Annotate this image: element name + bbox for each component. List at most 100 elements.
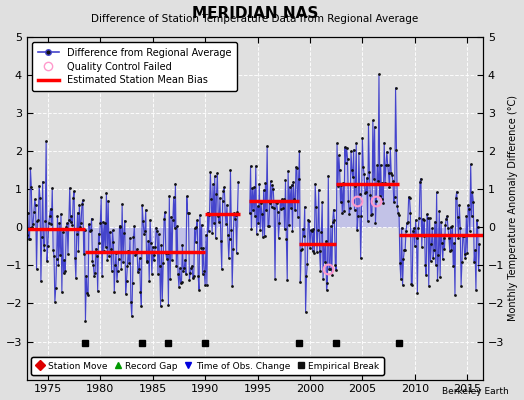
Point <box>174 284 183 290</box>
Point <box>424 282 433 289</box>
Point <box>62 224 70 230</box>
Point <box>373 162 381 168</box>
Point <box>156 262 164 269</box>
Point <box>55 220 63 226</box>
Point <box>337 182 346 188</box>
Point <box>86 226 95 233</box>
Point <box>277 206 285 212</box>
Point <box>333 140 341 146</box>
Point <box>370 124 379 130</box>
Point <box>70 188 78 194</box>
Point <box>422 272 430 278</box>
Point <box>412 235 421 241</box>
Point <box>406 195 414 201</box>
Point <box>306 244 314 251</box>
Point <box>180 265 188 272</box>
Point <box>424 214 432 221</box>
Point <box>206 169 214 176</box>
Point <box>414 225 422 231</box>
Point <box>66 185 74 191</box>
Point <box>409 228 417 234</box>
Point <box>456 224 464 231</box>
Point <box>267 204 276 210</box>
Point <box>100 248 108 254</box>
Point <box>427 258 435 264</box>
Point <box>133 246 141 252</box>
Point <box>144 238 152 244</box>
Point <box>340 208 348 214</box>
Point <box>299 226 307 232</box>
Point <box>216 194 224 201</box>
Point <box>88 258 96 264</box>
Point <box>75 202 83 208</box>
Point <box>281 177 290 183</box>
Point <box>398 224 406 231</box>
Point <box>169 194 178 200</box>
Point <box>465 205 473 212</box>
Point <box>106 229 114 236</box>
Point <box>140 227 149 234</box>
Point <box>208 230 216 236</box>
Point <box>286 184 294 190</box>
Point <box>81 318 90 324</box>
Point <box>307 227 315 233</box>
Point <box>314 186 323 193</box>
Point <box>432 262 440 268</box>
Point <box>168 257 176 263</box>
Point <box>211 173 219 179</box>
Point <box>473 217 481 223</box>
Point <box>207 196 215 203</box>
Point <box>356 255 365 262</box>
Point <box>38 178 47 185</box>
Point <box>132 250 140 256</box>
Point <box>213 170 222 176</box>
Point <box>394 209 402 216</box>
Point <box>387 170 396 176</box>
Point <box>253 203 261 209</box>
Point <box>452 194 460 201</box>
Point <box>184 210 193 216</box>
Point <box>260 233 269 239</box>
Point <box>433 277 442 284</box>
Point <box>111 262 119 268</box>
Point <box>176 265 184 272</box>
Point <box>355 150 363 156</box>
Point <box>130 223 138 230</box>
Point <box>151 244 159 250</box>
Legend: Station Move, Record Gap, Time of Obs. Change, Empirical Break: Station Move, Record Gap, Time of Obs. C… <box>31 357 384 375</box>
Point <box>419 233 428 239</box>
Point <box>280 226 289 232</box>
Point <box>95 239 104 246</box>
Point <box>293 214 302 220</box>
Point <box>470 258 478 265</box>
Point <box>181 257 189 263</box>
Point <box>51 299 59 305</box>
Point <box>193 217 201 224</box>
Point <box>253 231 261 238</box>
Point <box>43 258 51 264</box>
Point <box>395 212 403 218</box>
Point <box>28 223 36 230</box>
Point <box>99 219 107 225</box>
Point <box>389 178 397 184</box>
Point <box>438 240 446 246</box>
Point <box>258 211 266 218</box>
Point <box>375 71 383 78</box>
Point <box>119 259 127 266</box>
Point <box>178 241 187 248</box>
Point <box>367 212 375 218</box>
Point <box>170 225 179 231</box>
Point <box>79 197 87 203</box>
Point <box>344 198 353 204</box>
Point <box>177 278 185 285</box>
Point <box>102 190 111 196</box>
Point <box>290 196 299 202</box>
Point <box>96 220 104 226</box>
Point <box>336 198 345 205</box>
Point <box>429 255 438 261</box>
Point <box>25 236 33 242</box>
Point <box>154 270 162 277</box>
Point <box>84 292 92 298</box>
Point <box>312 204 320 210</box>
Point <box>222 221 230 227</box>
